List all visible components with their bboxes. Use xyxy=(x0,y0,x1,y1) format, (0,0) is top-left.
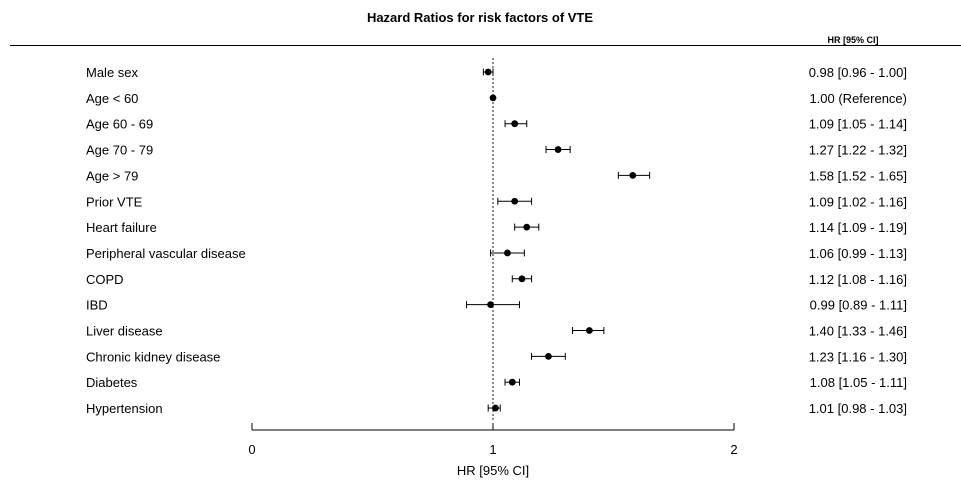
forest-row: Age < 60 1.00 (Reference) xyxy=(86,91,907,106)
row-label: Diabetes xyxy=(86,375,138,390)
forest-row: Age 60 - 69 1.09 [1.05 - 1.14] xyxy=(86,117,907,132)
x-axis-label: HR [95% CI] xyxy=(457,463,529,478)
hr-point xyxy=(518,275,526,283)
row-label: Male sex xyxy=(86,65,139,80)
x-tick-label: 0 xyxy=(248,442,255,457)
row-ci-text: 1.58 [1.52 - 1.65] xyxy=(809,168,907,183)
hr-point xyxy=(629,172,637,179)
row-label: Hypertension xyxy=(86,401,163,416)
row-ci-text: 1.14 [1.09 - 1.19] xyxy=(809,220,907,235)
row-label: COPD xyxy=(86,272,124,287)
hr-point xyxy=(554,146,562,153)
forest-rows: Male sex 0.98 [0.96 - 1.00] Age < 60 1.00 (… xyxy=(86,65,907,416)
row-label: Peripheral vascular disease xyxy=(86,246,246,261)
forest-row: Diabetes 1.08 [1.05 - 1.11] xyxy=(86,375,907,390)
hr-point xyxy=(511,120,519,128)
row-ci-text: 1.00 (Reference) xyxy=(809,91,907,106)
row-label: IBD xyxy=(86,298,108,313)
row-ci-text: 1.09 [1.05 - 1.14] xyxy=(809,117,907,132)
row-ci-text: 1.01 [0.98 - 1.03] xyxy=(809,401,907,416)
forest-row: Male sex 0.98 [0.96 - 1.00] xyxy=(86,65,907,80)
forest-row: Age > 79 1.58 [1.52 - 1.65] xyxy=(86,168,907,183)
row-label: Age < 60 xyxy=(86,91,138,106)
hr-point xyxy=(484,68,492,76)
row-label: Age 70 - 79 xyxy=(86,143,153,158)
forest-row: COPD 1.12 [1.08 - 1.16] xyxy=(86,272,907,287)
hr-point xyxy=(492,404,499,412)
forest-row: Heart failure 1.14 [1.09 - 1.19] xyxy=(86,220,907,235)
row-ci-text: 1.40 [1.33 - 1.46] xyxy=(809,324,907,339)
row-ci-text: 1.23 [1.16 - 1.30] xyxy=(809,349,907,364)
ci-column-header: HR [95% CI] xyxy=(827,35,878,45)
forest-row: Age 70 - 79 1.27 [1.22 - 1.32] xyxy=(86,143,907,158)
hr-point xyxy=(511,197,519,205)
row-label: Age 60 - 69 xyxy=(86,117,153,132)
x-tick-label: 1 xyxy=(489,442,496,457)
hr-point xyxy=(586,327,593,334)
hr-point xyxy=(545,352,552,360)
forest-row: Chronic kidney disease 1.23 [1.16 - 1.30] xyxy=(86,349,907,364)
forest-row: IBD 0.99 [0.89 - 1.11] xyxy=(86,298,907,313)
forest-row: Hypertension 1.01 [0.98 - 1.03] xyxy=(86,401,907,416)
hr-point xyxy=(504,249,511,257)
row-ci-text: 0.99 [0.89 - 1.11] xyxy=(810,298,907,313)
row-ci-text: 1.12 [1.08 - 1.16] xyxy=(809,272,907,287)
forest-row: Liver disease 1.40 [1.33 - 1.46] xyxy=(86,324,907,339)
row-ci-text: 1.27 [1.22 - 1.32] xyxy=(809,143,907,158)
row-label: Age > 79 xyxy=(86,168,138,183)
row-ci-text: 0.98 [0.96 - 1.00] xyxy=(809,65,907,80)
row-label: Liver disease xyxy=(86,324,163,339)
hr-point xyxy=(508,378,516,386)
chart-title: Hazard Ratios for risk factors of VTE xyxy=(367,10,593,25)
row-label: Heart failure xyxy=(86,220,157,235)
x-axis: 0 1 2 xyxy=(248,423,738,457)
row-label: Prior VTE xyxy=(86,194,143,209)
forest-row: Peripheral vascular disease 1.06 [0.99 - … xyxy=(86,246,907,261)
forest-row: Prior VTE 1.09 [1.02 - 1.16] xyxy=(86,194,907,209)
hr-point xyxy=(489,94,497,102)
row-ci-text: 1.08 [1.05 - 1.11] xyxy=(810,375,907,390)
row-ci-text: 1.09 [1.02 - 1.16] xyxy=(809,194,907,209)
row-label: Chronic kidney disease xyxy=(86,349,220,364)
row-ci-text: 1.06 [0.99 - 1.13] xyxy=(809,246,907,261)
hr-point xyxy=(523,223,531,231)
x-tick-label: 2 xyxy=(730,442,737,457)
hr-point xyxy=(487,301,494,309)
